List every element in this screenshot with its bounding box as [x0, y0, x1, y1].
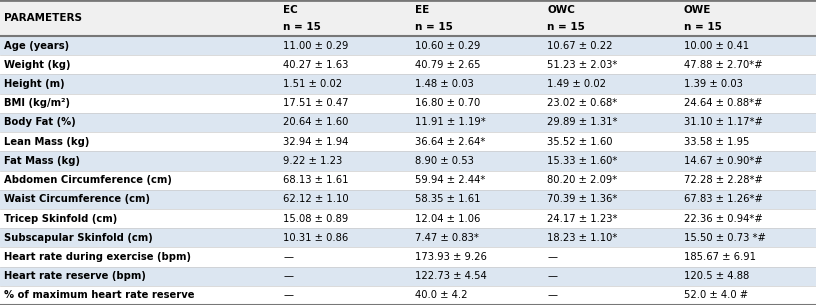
- Text: OWE: OWE: [684, 5, 711, 15]
- Text: 33.58 ± 1.95: 33.58 ± 1.95: [684, 137, 749, 147]
- Bar: [0, 151, 816, 170]
- Text: —: —: [283, 271, 293, 281]
- Text: n = 15: n = 15: [684, 22, 721, 32]
- Text: 40.0 ± 4.2: 40.0 ± 4.2: [415, 290, 468, 300]
- Text: 67.83 ± 1.26*#: 67.83 ± 1.26*#: [684, 194, 763, 204]
- Text: 80.20 ± 2.09*: 80.20 ± 2.09*: [548, 175, 618, 185]
- Text: 40.27 ± 1.63: 40.27 ± 1.63: [283, 60, 348, 70]
- Text: Waist Circumference (cm): Waist Circumference (cm): [4, 194, 150, 204]
- Text: —: —: [283, 290, 293, 300]
- Text: 17.51 ± 0.47: 17.51 ± 0.47: [283, 98, 348, 108]
- Text: 18.23 ± 1.10*: 18.23 ± 1.10*: [548, 233, 618, 243]
- Text: 16.80 ± 0.70: 16.80 ± 0.70: [415, 98, 481, 108]
- Bar: [0, 74, 816, 94]
- Text: —: —: [548, 271, 557, 281]
- Bar: [0, 286, 816, 305]
- Text: 15.08 ± 0.89: 15.08 ± 0.89: [283, 214, 348, 224]
- Text: 22.36 ± 0.94*#: 22.36 ± 0.94*#: [684, 214, 762, 224]
- Text: EE: EE: [415, 5, 429, 15]
- Text: 1.39 ± 0.03: 1.39 ± 0.03: [684, 79, 743, 89]
- Text: Heart rate reserve (bpm): Heart rate reserve (bpm): [4, 271, 146, 281]
- Text: Fat Mass (kg): Fat Mass (kg): [4, 156, 80, 166]
- Text: 173.93 ± 9.26: 173.93 ± 9.26: [415, 252, 487, 262]
- Text: Weight (kg): Weight (kg): [4, 60, 70, 70]
- Text: Abdomen Circumference (cm): Abdomen Circumference (cm): [4, 175, 172, 185]
- Text: 9.22 ± 1.23: 9.22 ± 1.23: [283, 156, 343, 166]
- Text: Age (years): Age (years): [4, 41, 69, 51]
- Text: 1.51 ± 0.02: 1.51 ± 0.02: [283, 79, 342, 89]
- Text: 59.94 ± 2.44*: 59.94 ± 2.44*: [415, 175, 486, 185]
- Text: Body Fat (%): Body Fat (%): [4, 117, 76, 127]
- Bar: [0, 170, 816, 190]
- Text: BMI (kg/m²): BMI (kg/m²): [4, 98, 70, 108]
- Text: n = 15: n = 15: [283, 22, 321, 32]
- Text: 10.00 ± 0.41: 10.00 ± 0.41: [684, 41, 749, 51]
- Text: 68.13 ± 1.61: 68.13 ± 1.61: [283, 175, 348, 185]
- Text: PARAMETERS: PARAMETERS: [4, 13, 82, 23]
- Text: 10.67 ± 0.22: 10.67 ± 0.22: [548, 41, 613, 51]
- Text: 20.64 ± 1.60: 20.64 ± 1.60: [283, 117, 348, 127]
- Bar: [0, 55, 816, 74]
- Text: 14.67 ± 0.90*#: 14.67 ± 0.90*#: [684, 156, 762, 166]
- Text: 23.02 ± 0.68*: 23.02 ± 0.68*: [548, 98, 618, 108]
- Bar: [0, 228, 816, 247]
- Text: —: —: [548, 290, 557, 300]
- Text: 58.35 ± 1.61: 58.35 ± 1.61: [415, 194, 481, 204]
- Text: 40.79 ± 2.65: 40.79 ± 2.65: [415, 60, 481, 70]
- Text: Subscapular Skinfold (cm): Subscapular Skinfold (cm): [4, 233, 153, 243]
- Bar: [0, 267, 816, 286]
- Text: Tricep Skinfold (cm): Tricep Skinfold (cm): [4, 214, 118, 224]
- Text: 35.52 ± 1.60: 35.52 ± 1.60: [548, 137, 613, 147]
- Text: 185.67 ± 6.91: 185.67 ± 6.91: [684, 252, 756, 262]
- Text: 11.00 ± 0.29: 11.00 ± 0.29: [283, 41, 348, 51]
- Bar: [0, 94, 816, 113]
- Text: 70.39 ± 1.36*: 70.39 ± 1.36*: [548, 194, 618, 204]
- Bar: [0, 113, 816, 132]
- Text: 15.33 ± 1.60*: 15.33 ± 1.60*: [548, 156, 618, 166]
- Text: 12.04 ± 1.06: 12.04 ± 1.06: [415, 214, 481, 224]
- Text: n = 15: n = 15: [548, 22, 585, 32]
- Text: 15.50 ± 0.73 *#: 15.50 ± 0.73 *#: [684, 233, 765, 243]
- Text: 7.47 ± 0.83*: 7.47 ± 0.83*: [415, 233, 479, 243]
- Text: —: —: [283, 252, 293, 262]
- Text: 31.10 ± 1.17*#: 31.10 ± 1.17*#: [684, 117, 763, 127]
- Text: 122.73 ± 4.54: 122.73 ± 4.54: [415, 271, 487, 281]
- Text: OWC: OWC: [548, 5, 575, 15]
- Text: 29.89 ± 1.31*: 29.89 ± 1.31*: [548, 117, 618, 127]
- Text: 62.12 ± 1.10: 62.12 ± 1.10: [283, 194, 348, 204]
- Text: 10.60 ± 0.29: 10.60 ± 0.29: [415, 41, 481, 51]
- Text: 72.28 ± 2.28*#: 72.28 ± 2.28*#: [684, 175, 763, 185]
- Text: Lean Mass (kg): Lean Mass (kg): [4, 137, 90, 147]
- Bar: [0, 247, 816, 267]
- Text: 1.48 ± 0.03: 1.48 ± 0.03: [415, 79, 474, 89]
- Text: 1.49 ± 0.02: 1.49 ± 0.02: [548, 79, 606, 89]
- Text: 47.88 ± 2.70*#: 47.88 ± 2.70*#: [684, 60, 762, 70]
- Text: 24.17 ± 1.23*: 24.17 ± 1.23*: [548, 214, 618, 224]
- Bar: [0, 0, 816, 36]
- Bar: [0, 190, 816, 209]
- Text: 8.90 ± 0.53: 8.90 ± 0.53: [415, 156, 474, 166]
- Text: —: —: [548, 252, 557, 262]
- Text: 36.64 ± 2.64*: 36.64 ± 2.64*: [415, 137, 486, 147]
- Text: 24.64 ± 0.88*#: 24.64 ± 0.88*#: [684, 98, 762, 108]
- Bar: [0, 132, 816, 151]
- Text: Height (m): Height (m): [4, 79, 64, 89]
- Text: 51.23 ± 2.03*: 51.23 ± 2.03*: [548, 60, 618, 70]
- Text: 10.31 ± 0.86: 10.31 ± 0.86: [283, 233, 348, 243]
- Bar: [0, 36, 816, 55]
- Text: 32.94 ± 1.94: 32.94 ± 1.94: [283, 137, 348, 147]
- Text: Heart rate during exercise (bpm): Heart rate during exercise (bpm): [4, 252, 191, 262]
- Text: % of maximum heart rate reserve: % of maximum heart rate reserve: [4, 290, 194, 300]
- Text: n = 15: n = 15: [415, 22, 453, 32]
- Bar: [0, 209, 816, 228]
- Text: 11.91 ± 1.19*: 11.91 ± 1.19*: [415, 117, 486, 127]
- Text: EC: EC: [283, 5, 298, 15]
- Text: 52.0 ± 4.0 #: 52.0 ± 4.0 #: [684, 290, 747, 300]
- Text: 120.5 ± 4.88: 120.5 ± 4.88: [684, 271, 749, 281]
